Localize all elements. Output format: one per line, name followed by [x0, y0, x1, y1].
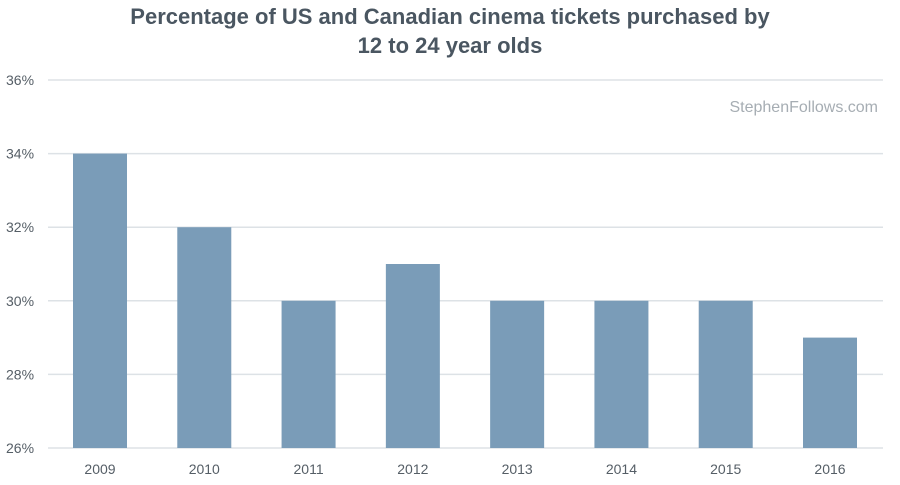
bar-2016	[803, 337, 857, 448]
y-tick-label: 34%	[6, 146, 34, 162]
y-tick-label: 36%	[6, 72, 34, 88]
x-tick-label: 2012	[397, 461, 428, 477]
bar-2012	[385, 264, 440, 448]
bar-2009	[73, 153, 127, 448]
bars	[73, 153, 857, 448]
x-tick-label: 2011	[294, 461, 324, 477]
x-tick-label: 2009	[84, 461, 115, 477]
y-tick-label: 28%	[6, 366, 34, 382]
gridlines	[48, 79, 883, 449]
x-axis-ticks: 2009 2010 2011 2012 2013 2014 2015 2016	[84, 461, 845, 477]
x-tick-label: 2010	[189, 461, 220, 477]
bar-2015	[698, 300, 753, 448]
x-tick-label: 2016	[814, 461, 845, 477]
chart-title-line-2: 12 to 24 year olds	[357, 33, 543, 58]
y-tick-label: 26%	[6, 440, 34, 456]
y-axis-ticks: 36% 34% 32% 30% 28% 26%	[6, 72, 34, 456]
watermark-text: StephenFollows.com	[729, 99, 878, 116]
bar-2013	[490, 300, 545, 448]
y-tick-label: 30%	[6, 293, 34, 309]
x-tick-label: 2014	[606, 461, 637, 477]
bar-2014	[594, 300, 649, 448]
bar-2011	[281, 300, 336, 448]
bar-2010	[177, 227, 232, 448]
x-tick-label: 2015	[710, 461, 741, 477]
chart-title: Percentage of US and Canadian cinema tic…	[0, 2, 900, 60]
chart-title-line-1: Percentage of US and Canadian cinema tic…	[130, 4, 770, 29]
x-tick-label: 2013	[502, 461, 533, 477]
y-tick-label: 32%	[6, 219, 34, 235]
